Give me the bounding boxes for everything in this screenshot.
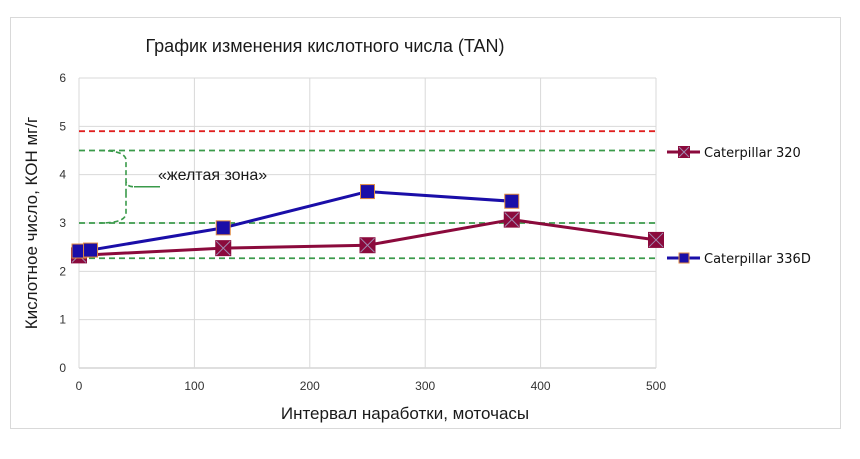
data-point[interactable] [83,242,99,258]
x-tick-label: 200 [300,379,320,393]
data-point[interactable] [215,220,231,236]
y-tick-label: 4 [59,168,66,182]
y-tick-label: 3 [59,216,66,230]
yellow-zone-bracket [99,149,160,224]
yellow-zone-annotation: «желтая зона» [158,167,267,184]
series-line [78,190,512,253]
legend-item-caterpillar-320[interactable]: Caterpillar 320 [667,146,801,161]
data-point[interactable] [504,193,520,209]
data-point[interactable] [360,184,375,200]
x-tick-label: 300 [415,379,435,393]
y-tick-label: 6 [59,71,66,85]
y-tick-label: 1 [59,313,66,327]
chart-title: График изменения кислотного числа (TAN) [145,36,504,56]
x-axis-label: Интервал наработки, моточасы [281,404,529,423]
y-tick-label: 5 [59,119,66,133]
x-tick-label: 500 [646,379,666,393]
y-tick-label: 2 [59,264,66,278]
legend-label: Caterpillar 320 [704,146,801,161]
x-tick-label: 0 [76,379,83,393]
legend-label: Caterpillar 336D [704,252,811,267]
y-tick-label: 0 [59,361,66,375]
axis-ticks: 0 1 2 3 4 5 6 0 100 200 300 400 500 [59,71,666,393]
legend: Caterpillar 320 Caterpillar 336D [667,146,811,267]
reference-lines [79,130,656,260]
x-tick-label: 100 [184,379,204,393]
y-axis-label: Кислотное число, КОН мг/г [22,117,41,330]
square-marker-icon [678,252,690,264]
legend-item-caterpillar-336d[interactable]: Caterpillar 336D [667,252,811,267]
x-tick-label: 400 [531,379,551,393]
data-series [71,184,664,264]
